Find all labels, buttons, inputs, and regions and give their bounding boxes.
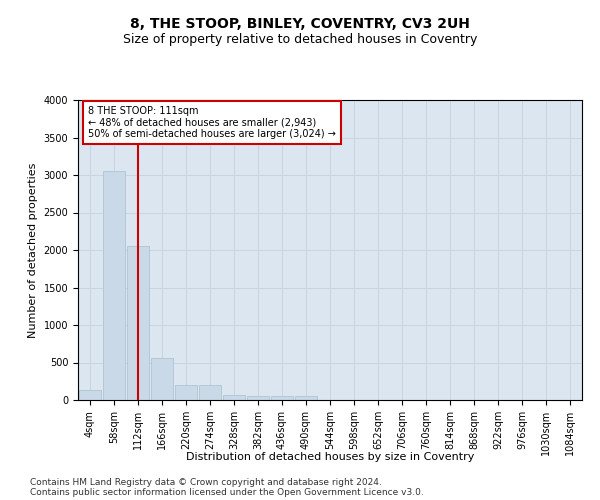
- Bar: [295, 396, 317, 400]
- Text: Contains public sector information licensed under the Open Government Licence v3: Contains public sector information licen…: [30, 488, 424, 497]
- Bar: [103, 170, 125, 400]
- Y-axis label: Number of detached properties: Number of detached properties: [28, 162, 38, 338]
- Text: Size of property relative to detached houses in Coventry: Size of property relative to detached ho…: [123, 32, 477, 46]
- Bar: [79, 390, 101, 400]
- Bar: [151, 358, 173, 400]
- Text: Distribution of detached houses by size in Coventry: Distribution of detached houses by size …: [186, 452, 474, 462]
- Text: 8, THE STOOP, BINLEY, COVENTRY, CV3 2UH: 8, THE STOOP, BINLEY, COVENTRY, CV3 2UH: [130, 18, 470, 32]
- Bar: [199, 386, 221, 400]
- Bar: [223, 395, 245, 400]
- Bar: [247, 396, 269, 400]
- Bar: [127, 246, 149, 400]
- Text: 8 THE STOOP: 111sqm
← 48% of detached houses are smaller (2,943)
50% of semi-det: 8 THE STOOP: 111sqm ← 48% of detached ho…: [88, 106, 336, 139]
- Text: Contains HM Land Registry data © Crown copyright and database right 2024.: Contains HM Land Registry data © Crown c…: [30, 478, 382, 487]
- Bar: [175, 386, 197, 400]
- Bar: [271, 396, 293, 400]
